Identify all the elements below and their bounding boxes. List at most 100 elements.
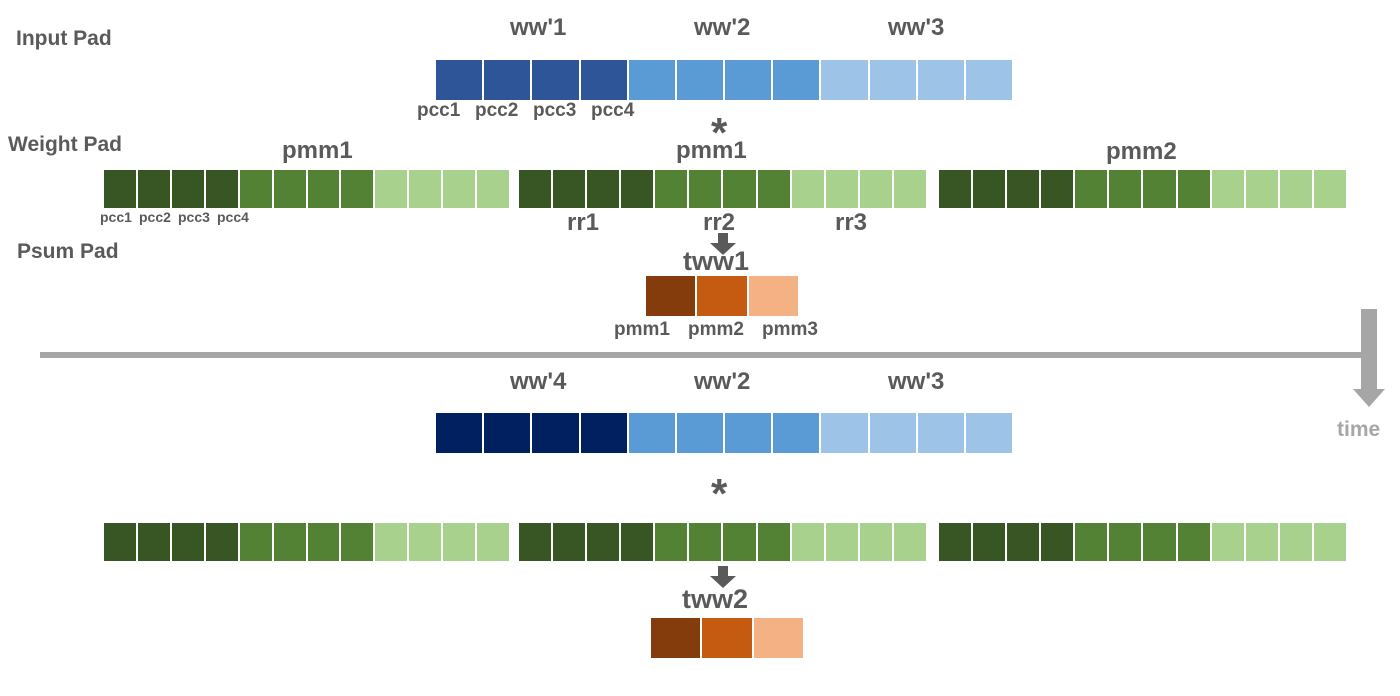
- cell-weight-1-1: [104, 523, 138, 561]
- weight-group-label-1: pmm1: [282, 137, 353, 164]
- weight-pad-row-top-1: [104, 170, 510, 208]
- cell-weight-2-3: [723, 170, 758, 208]
- cell-weight-1-2: [973, 170, 1008, 208]
- cell-psum-3-1: [753, 618, 803, 658]
- weight-group-label-2: pmm1: [676, 137, 747, 164]
- input-group-label-bottom-3: ww'3: [888, 368, 945, 395]
- cell-input_top-2-1: [628, 60, 677, 100]
- cell-input_top-2-3: [725, 60, 774, 100]
- cell-weight-2-4: [757, 170, 792, 208]
- cell-weight-3-3: [1279, 170, 1314, 208]
- cell-psum-2-1: [697, 276, 749, 316]
- cell-weight-3-4: [893, 523, 926, 561]
- psum-cell-label-3: pmm3: [762, 319, 818, 340]
- weight-cell-label-1: pcc1: [100, 209, 132, 225]
- cell-weight-1-2: [137, 170, 172, 208]
- cell-weight-1-4: [205, 170, 240, 208]
- time-label: time: [1337, 418, 1381, 441]
- cell-weight-3-3: [859, 523, 894, 561]
- multiply-symbol-top: *: [711, 109, 728, 156]
- input-group-label-1: ww'1: [510, 14, 567, 41]
- timeline-separator: [40, 352, 1370, 358]
- cell-weight-3-4: [477, 170, 510, 208]
- input-group-label-2: ww'2: [694, 14, 751, 41]
- input-cell-label-1: pcc1: [417, 100, 461, 121]
- cell-weight-1-1: [104, 170, 138, 208]
- cell-input_top-2-4: [773, 60, 822, 100]
- weight-cell-label-4: pcc4: [217, 209, 249, 225]
- psum-cell-label-2: pmm2: [688, 319, 744, 340]
- psum-pad-row-bottom: [651, 618, 803, 658]
- input-pad-label: Input Pad: [16, 27, 112, 50]
- cell-weight-3-1: [791, 170, 826, 208]
- cell-weight-3-1: [1211, 170, 1246, 208]
- cell-weight-1-4: [205, 523, 240, 561]
- weight-pad-row-top-2: [519, 170, 926, 208]
- input-group-label-3: ww'3: [888, 14, 945, 41]
- cell-input_top-1-2: [484, 60, 533, 100]
- cell-weight-2-2: [273, 523, 308, 561]
- row-label-3: rr3: [835, 209, 868, 236]
- cell-weight-3-1: [791, 523, 826, 561]
- cell-input_top-1-3: [532, 60, 581, 100]
- cell-weight-3-1: [375, 523, 410, 561]
- cell-weight-2-2: [273, 170, 308, 208]
- cell-input_bottom-3-4: [965, 413, 1013, 453]
- cell-weight-2-3: [307, 170, 342, 208]
- cell-weight-1-4: [621, 523, 656, 561]
- cell-weight-1-3: [587, 170, 622, 208]
- cell-input_top-1-4: [580, 60, 629, 100]
- cell-weight-3-2: [825, 523, 860, 561]
- cell-weight-2-2: [1109, 170, 1144, 208]
- weight-pad-row-bottom-1: [104, 523, 510, 561]
- input-group-label-bottom-2: ww'2: [694, 368, 751, 395]
- cell-input_bottom-2-3: [725, 413, 774, 453]
- row-label-2: rr2: [703, 209, 736, 236]
- cell-weight-3-3: [443, 523, 478, 561]
- cell-weight-1-3: [587, 523, 622, 561]
- weight-cell-label-2: pcc2: [139, 209, 171, 225]
- cell-weight-1-3: [1007, 170, 1042, 208]
- cell-input_bottom-2-1: [628, 413, 677, 453]
- cell-weight-3-2: [825, 170, 860, 208]
- cell-weight-3-2: [1245, 170, 1280, 208]
- cell-weight-2-1: [1075, 170, 1110, 208]
- cell-psum-2-1: [702, 618, 754, 658]
- cell-weight-1-4: [1041, 523, 1076, 561]
- cell-input_bottom-3-1: [821, 413, 870, 453]
- cell-weight-2-3: [1143, 523, 1178, 561]
- input-group-label-bottom-1: ww'4: [510, 368, 567, 395]
- cell-input_bottom-1-2: [484, 413, 533, 453]
- cell-input_top-3-1: [821, 60, 870, 100]
- cell-input_top-2-2: [676, 60, 726, 100]
- cell-input_bottom-2-4: [773, 413, 822, 453]
- cell-weight-1-4: [621, 170, 656, 208]
- cell-weight-1-2: [553, 523, 588, 561]
- cell-weight-2-2: [1109, 523, 1144, 561]
- cell-input_bottom-1-1: [436, 413, 485, 453]
- cell-weight-3-4: [1313, 170, 1346, 208]
- cell-weight-1-1: [939, 523, 974, 561]
- cell-weight-3-4: [1313, 523, 1346, 561]
- cell-input_bottom-2-2: [676, 413, 726, 453]
- cell-weight-1-2: [973, 523, 1008, 561]
- cell-weight-2-2: [689, 523, 724, 561]
- cell-weight-2-1: [1075, 523, 1110, 561]
- cell-weight-3-4: [893, 170, 926, 208]
- time-arrow-icon: [1353, 309, 1385, 407]
- cell-weight-1-1: [519, 523, 554, 561]
- cell-weight-2-4: [1177, 523, 1212, 561]
- cell-weight-2-4: [757, 523, 792, 561]
- cell-weight-3-3: [443, 170, 478, 208]
- cell-weight-2-3: [723, 523, 758, 561]
- cell-input_bottom-1-3: [532, 413, 581, 453]
- cell-weight-3-1: [375, 170, 410, 208]
- cell-psum-1-1: [646, 276, 698, 316]
- psum-pad-label: Psum Pad: [17, 240, 119, 263]
- cell-weight-3-4: [477, 523, 510, 561]
- cell-weight-2-3: [307, 523, 342, 561]
- cell-weight-2-2: [689, 170, 724, 208]
- cell-input_top-3-3: [917, 60, 966, 100]
- weight-cell-label-3: pcc3: [178, 209, 210, 225]
- cell-weight-2-4: [341, 523, 376, 561]
